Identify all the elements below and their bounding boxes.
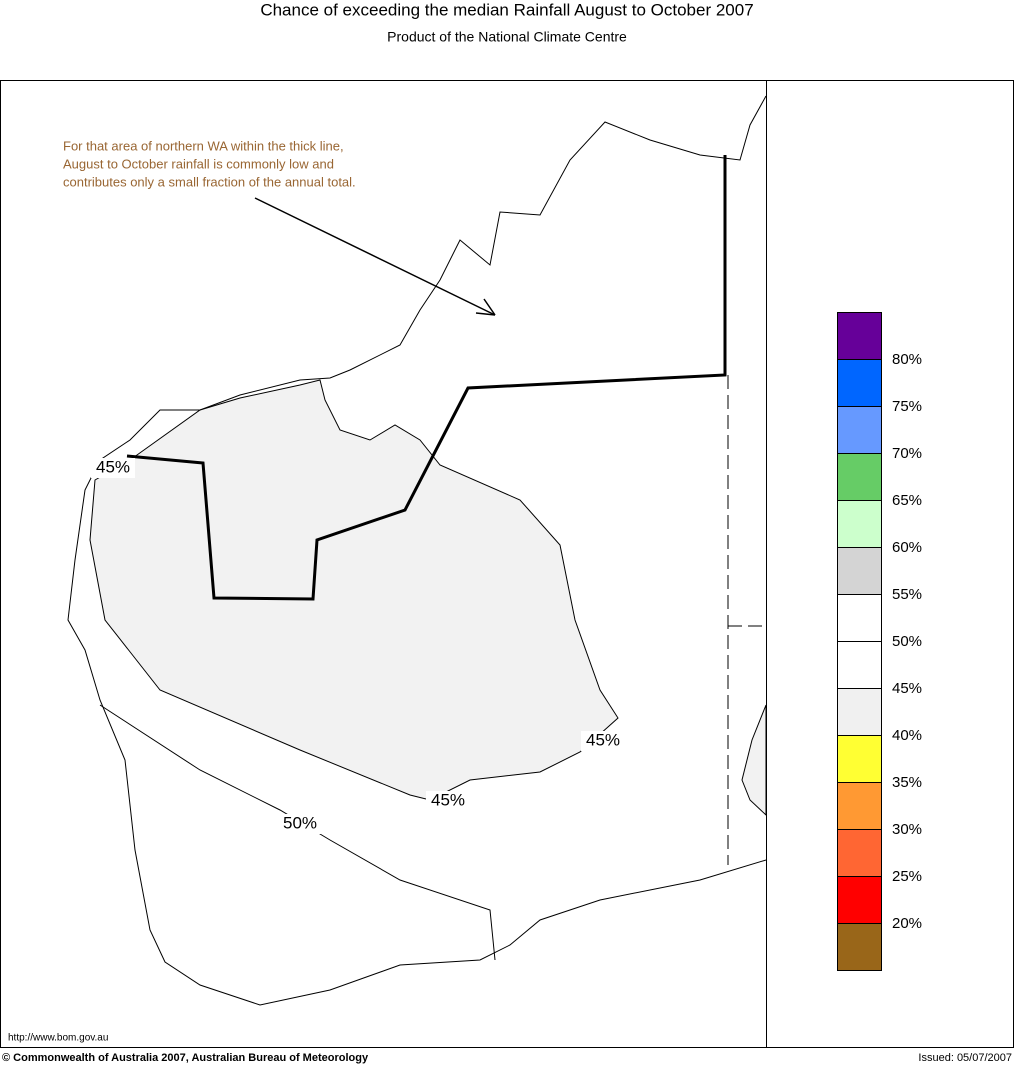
legend-swatch	[837, 406, 882, 454]
contour-label-bg	[278, 814, 322, 834]
arrow	[254, 197, 496, 316]
arrow-head	[475, 298, 496, 316]
legend-swatch	[837, 735, 882, 783]
legend-label: 20%	[892, 915, 922, 932]
legend-swatch	[837, 453, 882, 501]
legend-swatch	[837, 359, 882, 407]
legend-swatch	[837, 829, 882, 877]
url: http://www.bom.gov.au	[8, 1033, 108, 1044]
legend-label: 45%	[892, 680, 922, 697]
legend-swatch	[837, 594, 882, 642]
legend-label: 65%	[892, 492, 922, 509]
legend-label: 35%	[892, 774, 922, 791]
contour-label: 45%	[96, 457, 130, 476]
contour-label-bg	[581, 731, 625, 751]
legend-swatch	[837, 923, 882, 971]
contour-label: 45%	[431, 790, 465, 809]
legend-swatch	[837, 641, 882, 689]
legend-swatch	[837, 500, 882, 548]
state-border	[727, 375, 766, 865]
legend-label: 30%	[892, 821, 922, 838]
contour-50	[99, 704, 496, 961]
annotation-line: contributes only a small fraction of the…	[63, 174, 356, 189]
legend-label: 75%	[892, 398, 922, 415]
issued: Issued: 05/07/2007	[918, 1052, 1012, 1064]
contour-label: 45%	[586, 730, 620, 749]
legend-label: 50%	[892, 633, 922, 650]
map	[67, 95, 767, 1006]
legend-label: 80%	[892, 351, 922, 368]
annotation-line: August to October rainfall is commonly l…	[63, 156, 334, 171]
legend-label: 70%	[892, 445, 922, 462]
contour-label-bg	[91, 458, 135, 478]
legend-label: 55%	[892, 586, 922, 603]
thick-line	[126, 155, 727, 601]
legend-swatch	[837, 782, 882, 830]
annotation: For that area of northern WA within the …	[63, 138, 356, 189]
legend-swatch	[837, 876, 882, 924]
copyright: © Commonwealth of Australia 2007, Austra…	[2, 1052, 369, 1064]
subtitle: Product of the National Climate Centre	[387, 29, 627, 45]
title: Chance of exceeding the median Rainfall …	[260, 0, 753, 19]
contour-label-bg	[426, 791, 470, 811]
legend-swatch	[837, 547, 882, 595]
region-45	[89, 379, 619, 801]
legend-label: 60%	[892, 539, 922, 556]
legend-swatch	[837, 312, 882, 360]
legend-label: 25%	[892, 868, 922, 885]
contour-labels: 45% 45% 45% 50%	[91, 457, 625, 834]
legend-swatch	[837, 688, 882, 736]
legend: 80% 75% 70% 65% 60% 55% 50% 45% 40% 35% 30% 25% 20%	[837, 312, 922, 971]
annotation-line: For that area of northern WA within the …	[63, 138, 344, 153]
coastline	[67, 95, 767, 1006]
contour-label: 50%	[283, 813, 317, 832]
legend-label: 40%	[892, 727, 922, 744]
region-45-east	[741, 704, 767, 817]
